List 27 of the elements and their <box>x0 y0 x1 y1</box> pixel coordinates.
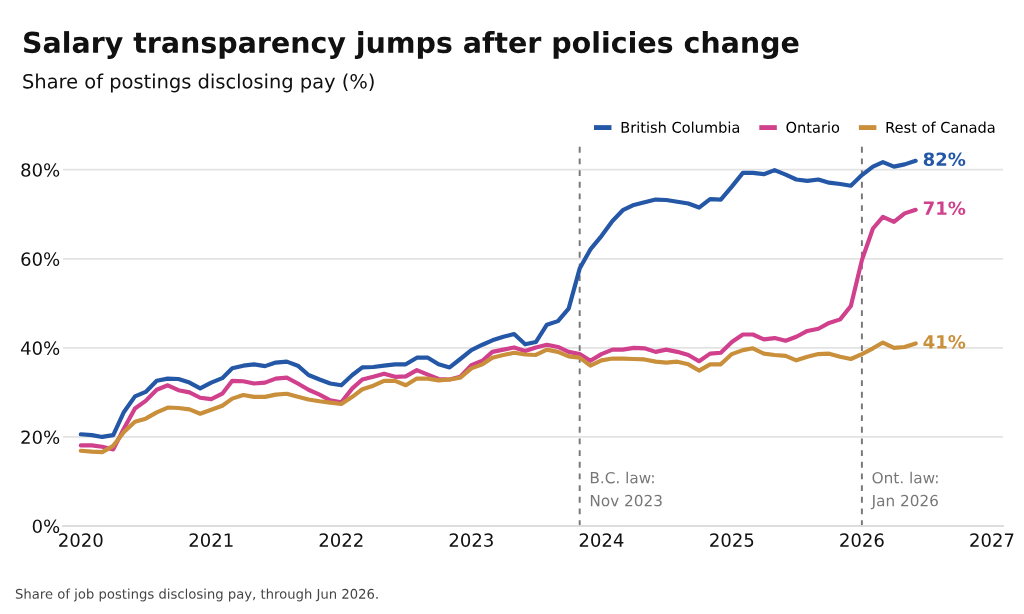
text: Share of job postings disclosing pay, through Jun 2026. <box>15 588 378 602</box>
y-tick-label: 20% <box>21 430 60 445</box>
x-tick-label: 2027 <box>970 533 1014 547</box>
x-tick-label: 2020 <box>59 533 103 547</box>
ref-line-label: Ont. law: Jan 2026 <box>870 471 938 510</box>
chart-subtitle: Share of postings disclosing pay (%) <box>23 73 374 93</box>
data-label: 41% <box>923 334 966 349</box>
y-tick-label: 40% <box>20 341 60 355</box>
line-series <box>78 158 918 440</box>
y-tick-label: 80% <box>21 163 60 177</box>
x-tick-label: 2026 <box>840 533 884 547</box>
y-tick-label: 60% <box>21 252 60 266</box>
chart-title: Salary transparency jumps after policies change <box>24 31 799 59</box>
line-series <box>78 340 918 455</box>
x-tick-label: 2024 <box>579 533 624 547</box>
x-tick-label: 2022 <box>319 533 363 547</box>
x-tick-label: 2025 <box>710 533 754 547</box>
legend-label: Rest of Canada <box>886 121 995 133</box>
y-tick-label: 0% <box>32 519 60 534</box>
ref-line-label: B.C. law: Nov 2023 <box>590 471 662 507</box>
x-tick-label: 2021 <box>189 533 233 547</box>
line-series <box>78 207 918 452</box>
data-label: 82% <box>923 152 966 167</box>
x-tick-label: 2023 <box>449 533 493 547</box>
legend-label: British Columbia <box>621 121 740 133</box>
legend-label: Ontario <box>786 121 840 133</box>
data-label: 71% <box>923 201 966 216</box>
